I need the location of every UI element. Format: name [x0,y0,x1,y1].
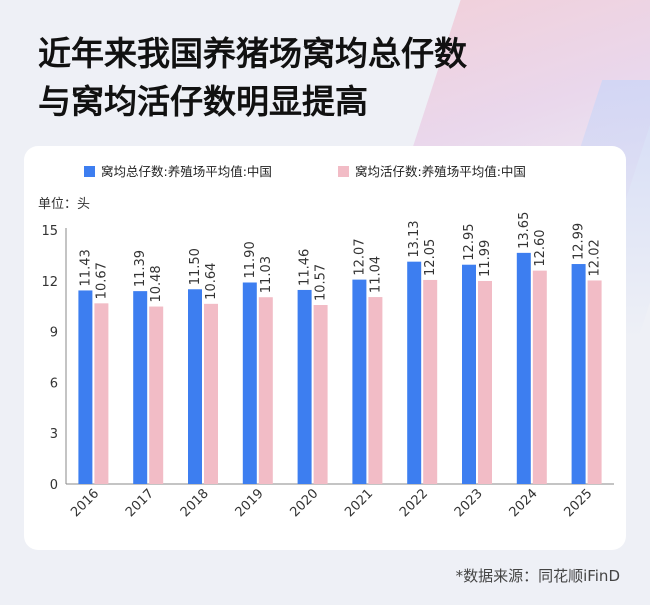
data-label-series-1: 11.50 [188,248,203,285]
bar-series-2 [587,280,602,484]
data-label-series-1: 13.13 [407,220,422,257]
data-label-series-2: 12.05 [423,239,438,276]
x-tick-label: 2019 [233,486,267,520]
legend-label-1: 窝均总仔数:养殖场平均值:中国 [101,164,272,179]
bar-series-2 [532,270,547,484]
data-label-series-2: 11.99 [478,240,493,277]
data-label-series-2: 12.02 [588,239,603,276]
bar-series-1 [516,252,531,484]
legend-label-2: 窝均活仔数:养殖场平均值:中国 [355,164,526,179]
bar-series-1 [242,282,257,484]
x-tick-label: 2025 [561,486,595,520]
bar-series-1 [188,289,202,484]
x-tick-label: 2020 [287,486,321,520]
bar-series-1 [462,264,476,484]
bar-series-2 [368,297,383,484]
bar-series-2 [423,279,438,484]
legend-swatch-2 [338,166,349,177]
data-label-series-1: 12.99 [572,223,587,260]
bar-series-2 [478,280,492,484]
y-tick-label: 9 [50,326,58,341]
data-label-series-1: 12.95 [462,223,477,260]
bar-series-1 [407,261,422,484]
x-tick-label: 2021 [342,486,376,520]
y-axis-unit-label: 单位：头 [38,197,90,212]
title-line-2: 与窝均活仔数明显提高 [38,82,368,121]
y-tick-label: 3 [50,427,58,442]
data-label-series-1: 12.07 [352,238,367,275]
data-source-note: *数据来源：同花顺iFinD [455,567,620,585]
bar-series-2 [204,303,218,484]
title-line-1: 近年来我国养猪场窝均总仔数 [38,34,467,73]
x-tick-label: 2024 [507,486,541,520]
data-label-series-2: 11.04 [368,256,383,293]
data-label-series-1: 11.46 [298,249,313,286]
y-tick-label: 0 [50,478,58,493]
data-label-series-1: 13.65 [517,212,532,249]
bar-series-2 [313,305,328,484]
bar-series-2 [94,303,109,484]
data-label-series-2: 10.67 [94,262,109,299]
legend-swatch-1 [84,166,95,177]
data-label-series-1: 11.43 [78,249,93,286]
bar-series-1 [133,291,148,484]
bar-series-2 [149,306,164,484]
data-label-series-2: 10.48 [149,265,164,302]
y-tick-label: 15 [41,224,58,239]
y-tick-label: 12 [41,275,58,290]
data-label-series-2: 12.60 [533,229,548,266]
x-tick-label: 2022 [397,486,431,520]
chart-card: 窝均总仔数:养殖场平均值:中国 窝均活仔数:养殖场平均值:中国单位：头 0 3 6 9 12… [24,146,626,550]
x-tick-label: 2017 [123,486,157,520]
bar-series-1 [352,279,367,484]
bar-series-2 [258,297,273,484]
page-title: 近年来我国养猪场窝均总仔数 与窝均活仔数明显提高 [38,30,618,126]
data-label-series-1: 11.90 [243,241,258,278]
data-label-series-2: 11.03 [259,256,274,293]
x-tick-label: 2016 [68,486,102,520]
y-tick-label: 6 [50,376,58,391]
bar-series-1 [571,264,586,484]
data-label-series-1: 11.39 [133,250,148,287]
data-label-series-2: 10.64 [204,263,219,300]
x-tick-label: 2018 [178,486,212,520]
data-label-series-2: 10.57 [314,264,329,301]
bar-series-1 [297,289,312,484]
x-tick-label: 2023 [452,486,486,520]
bar-series-1 [78,290,93,484]
